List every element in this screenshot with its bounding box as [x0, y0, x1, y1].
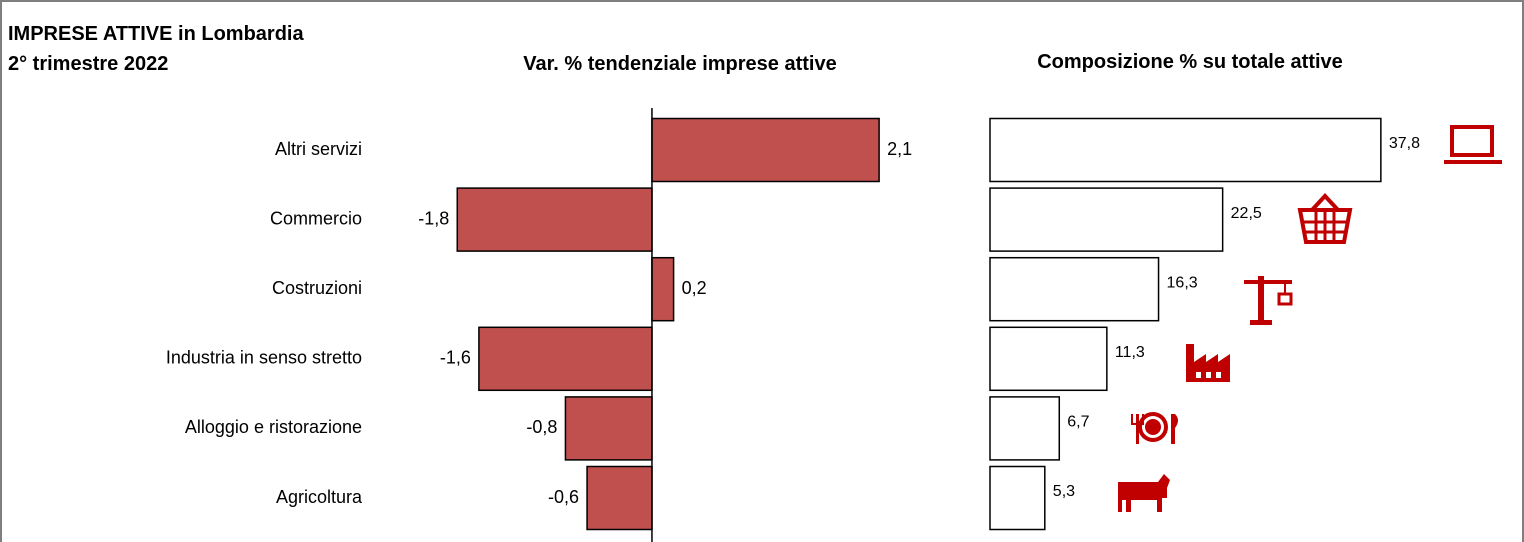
bar	[989, 465, 1046, 531]
bar	[586, 465, 653, 531]
value-label: -1,6	[440, 348, 471, 368]
icon-basket	[1297, 193, 1353, 244]
value-label: 22,5	[1231, 205, 1262, 222]
bar	[651, 117, 880, 183]
chart-title: Var. % tendenziale imprese attive	[523, 53, 837, 75]
bar	[989, 396, 1061, 461]
icon-crane	[1244, 276, 1293, 325]
bar	[564, 396, 653, 461]
value-label: -0,8	[526, 417, 557, 437]
value-label: 11,3	[1115, 344, 1145, 361]
category-label: Commercio	[270, 208, 362, 228]
icon-factory	[1186, 344, 1230, 382]
bar	[651, 256, 675, 322]
value-label: 5,3	[1053, 483, 1075, 500]
icon-laptop	[1444, 125, 1502, 164]
icon-plate	[1131, 412, 1178, 444]
bar	[989, 117, 1382, 183]
chart-title: Composizione % su totale attive	[1037, 51, 1343, 73]
value-label: 16,3	[1167, 274, 1198, 291]
value-label: 2,1	[887, 139, 912, 159]
page-subtitle: 2° trimestre 2022	[8, 53, 169, 75]
value-label: 0,2	[682, 278, 707, 298]
value-label: -0,6	[548, 487, 579, 507]
icons	[1118, 125, 1502, 512]
bar	[989, 326, 1108, 392]
value-label: -1,8	[418, 208, 449, 228]
category-label: Alloggio e ristorazione	[185, 417, 362, 437]
bar	[456, 187, 653, 252]
bar	[989, 256, 1160, 322]
category-label: Altri servizi	[275, 139, 362, 159]
page-title: IMPRESE ATTIVE in Lombardia	[8, 23, 304, 45]
category-label: Industria in senso stretto	[166, 348, 362, 368]
bar	[989, 187, 1224, 252]
category-label: Agricoltura	[276, 487, 363, 507]
value-label: 6,7	[1067, 414, 1089, 431]
value-label: 37,8	[1389, 135, 1420, 152]
icon-cow	[1118, 474, 1170, 512]
bar	[478, 326, 653, 392]
category-label: Costruzioni	[272, 278, 362, 298]
